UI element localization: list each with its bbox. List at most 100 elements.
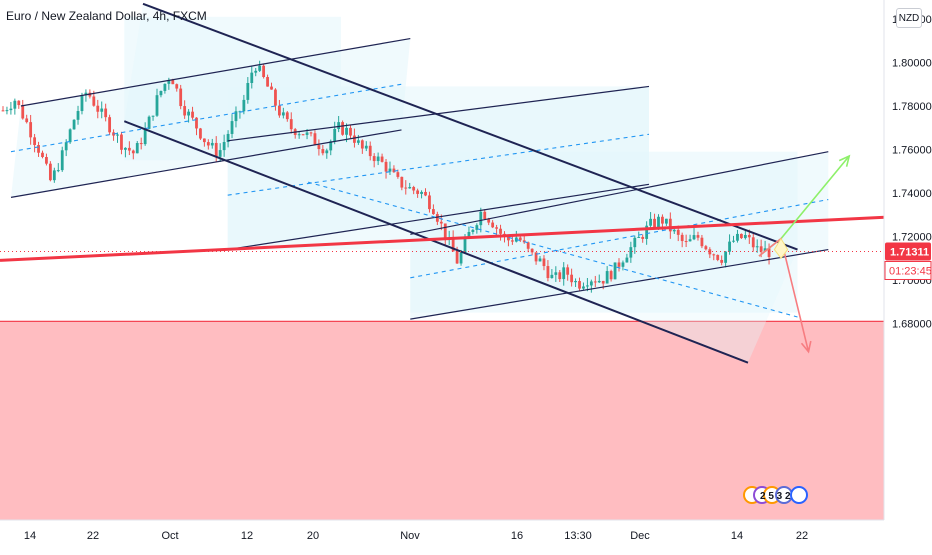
candle-body [562,267,566,280]
candle-body [451,237,455,252]
candle-body [317,144,321,150]
candle-body [376,156,380,162]
candle-body [281,112,285,116]
candle-body [313,133,317,145]
candle-body [507,236,510,241]
candle-body [167,80,171,84]
candle-body [68,129,72,143]
candle-body [266,77,269,87]
drawings-layer[interactable] [0,2,892,364]
candle-body [135,143,139,154]
candle-body [21,105,25,119]
symbol-title[interactable]: Euro / New Zealand Dollar, 4h, FXCM [6,9,207,23]
candle-body [566,267,570,275]
candle-body [364,145,368,149]
candle-body [13,100,17,109]
candle-body [183,106,187,116]
channel-1-lower-line[interactable] [10,129,402,198]
candle-body [428,195,431,210]
candle-body [45,157,48,164]
candle-body [645,225,649,239]
candle-body [420,191,423,194]
candle-body [388,168,392,172]
candle-body [400,176,404,188]
candle-body [763,248,767,252]
candle-body [720,259,724,263]
events-badge[interactable]: 2 5 3 2 [743,486,808,504]
candle-body [495,227,498,229]
candle-body [712,254,716,256]
candle-body [195,117,198,129]
candle-body [688,239,692,242]
candle-body [9,108,13,111]
candle-body [301,134,305,136]
channel-3-lower-line[interactable] [410,248,829,320]
candle-body [5,110,9,112]
candle-body [439,221,443,224]
candle-body [432,209,435,215]
price-tick-label: 1.78000 [892,101,932,113]
candle-body [609,271,613,280]
candle-body [321,149,325,154]
candle-body [716,254,720,260]
candle-body [416,190,420,194]
candle-body [124,147,127,150]
candle-body [550,274,554,279]
candle-body [274,89,277,106]
candle-body [92,96,96,106]
time-axis[interactable]: 14 22 Oct 12 20 Nov 16 13:30 Dec 14 22 [0,519,884,550]
channel-1-upper-line[interactable] [20,37,411,107]
candle-body [747,234,751,238]
candle-body [684,241,688,243]
candle-body [664,218,668,224]
channel-1-mid-line[interactable] [10,83,402,153]
candle-body [475,225,479,230]
candle-body [368,145,372,157]
channel-3-upper-line[interactable] [410,151,829,235]
channel-2-upper-line[interactable] [227,85,650,142]
pivot-marker [773,237,789,260]
red-trendline[interactable] [0,215,892,262]
channel-2-lower-line[interactable] [227,183,650,251]
candle-body [345,127,348,135]
candle-body [649,218,652,226]
current-price-badge [885,242,931,261]
candle-body [52,170,56,181]
candle-body [582,286,585,289]
candle-body [341,122,344,135]
candle-body [621,262,625,267]
event-icon [790,486,808,504]
descending-channel-fill [124,3,798,363]
candle-body [736,233,739,241]
time-tick-label: 22 [796,530,808,542]
time-tick-label: 12 [241,530,253,542]
candle-body [37,145,40,153]
candle-body [384,161,388,172]
currency-selector-button[interactable]: NZD [896,8,922,28]
channel-3-mid-line[interactable] [410,198,829,279]
candle-body [534,252,538,262]
forecast-up-arrow-head [838,154,851,167]
candle-body [270,86,273,90]
candle-body [380,156,384,162]
candle-body [487,218,491,223]
descending-channel-upper-line[interactable] [142,2,798,251]
candle-body [629,247,633,258]
candle-body [491,222,495,228]
candle-body [305,132,309,135]
candle-body [692,235,696,240]
candle-body [214,142,218,157]
candle-body [471,229,475,232]
candle-body [218,150,222,157]
candle-body [479,211,483,226]
candle-body [526,242,530,249]
time-tick-label: 14 [24,530,36,542]
descending-channel-lower-line[interactable] [123,120,749,364]
channel-2-mid-line[interactable] [227,133,650,196]
candle-body [538,258,542,262]
candle-body [767,248,771,257]
candle-body [139,143,143,145]
resistance-zone-layer [0,320,884,520]
